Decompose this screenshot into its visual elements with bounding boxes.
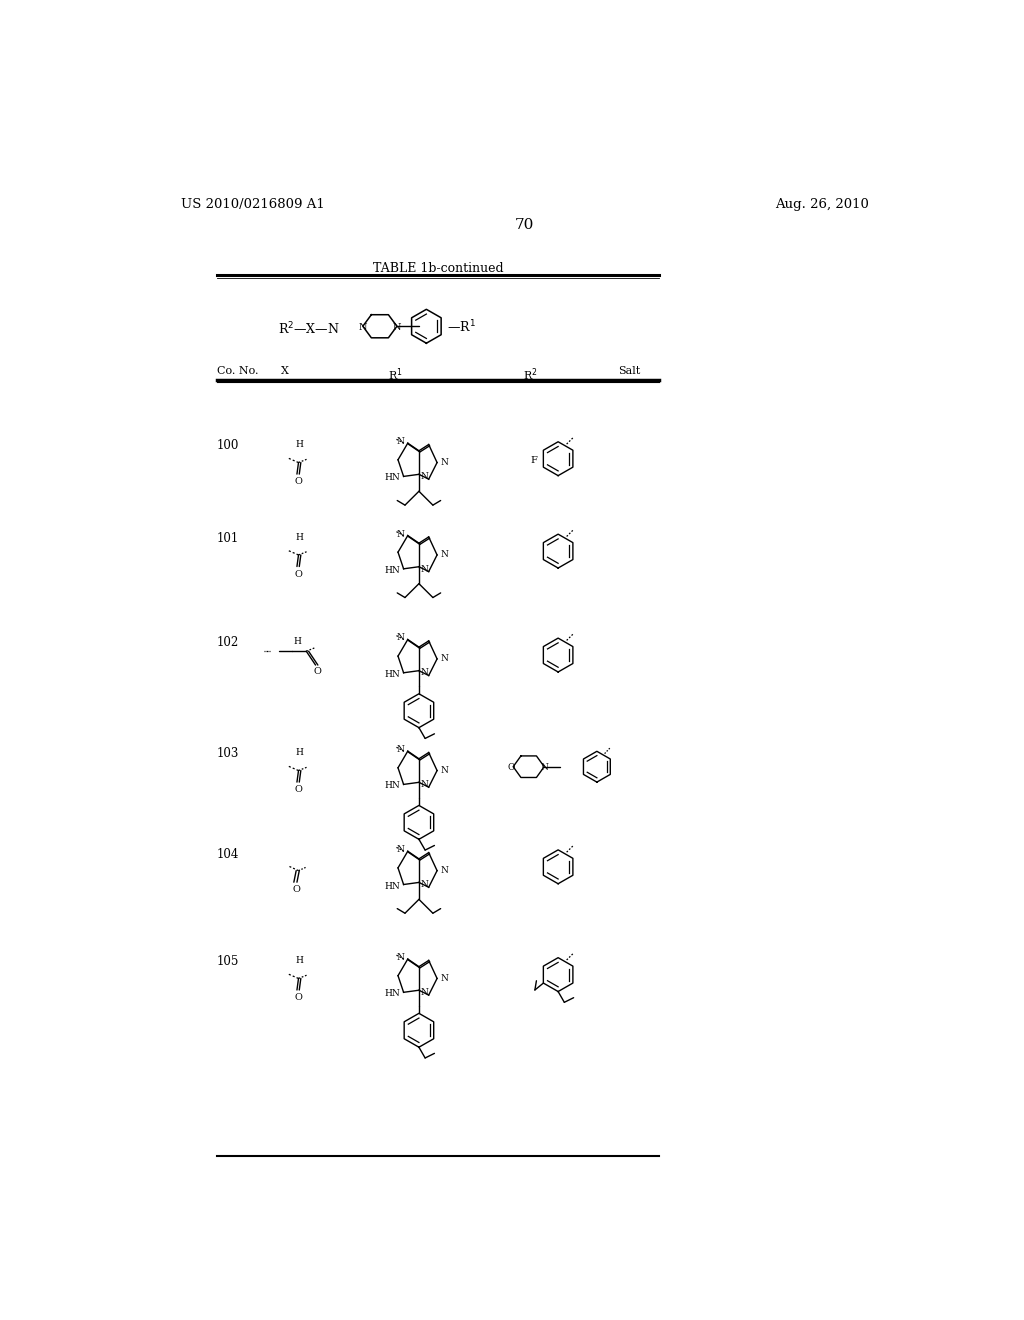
Text: TABLE 1b-continued: TABLE 1b-continued (373, 263, 504, 276)
Text: N: N (440, 866, 449, 875)
Text: N: N (440, 550, 449, 560)
Text: N: N (396, 529, 403, 539)
Text: N: N (396, 845, 403, 854)
Text: N: N (396, 634, 403, 643)
Text: N: N (421, 780, 428, 789)
Text: N: N (421, 989, 428, 997)
Text: F: F (530, 455, 538, 465)
Text: N: N (440, 766, 449, 775)
Text: N: N (421, 668, 428, 677)
Text: R$^2$—X—N: R$^2$—X—N (278, 321, 339, 338)
Text: Aug. 26, 2010: Aug. 26, 2010 (775, 198, 869, 211)
Text: O: O (292, 886, 300, 895)
Text: N: N (440, 655, 449, 664)
Text: HN: HN (385, 669, 400, 678)
Text: O: O (508, 763, 515, 772)
Text: N: N (421, 473, 428, 482)
Text: H: H (295, 956, 303, 965)
Text: 104: 104 (217, 847, 240, 861)
Text: US 2010/0216809 A1: US 2010/0216809 A1 (180, 198, 325, 211)
Text: 103: 103 (217, 747, 240, 760)
Text: N: N (541, 763, 548, 772)
Text: 102: 102 (217, 636, 240, 649)
Text: N: N (392, 322, 401, 331)
Text: HN: HN (385, 781, 400, 791)
Text: N: N (440, 458, 449, 467)
Text: O: O (295, 570, 302, 578)
Text: HN: HN (385, 882, 400, 891)
Text: H: H (295, 533, 303, 541)
Text: 100: 100 (217, 440, 240, 453)
Text: 70: 70 (515, 218, 535, 232)
Text: O: O (295, 478, 302, 486)
Text: Salt: Salt (618, 367, 641, 376)
Text: HN: HN (385, 474, 400, 482)
Text: N: N (440, 974, 449, 983)
Text: H: H (295, 441, 303, 449)
Text: N: N (396, 744, 403, 754)
Text: R$^2$: R$^2$ (523, 367, 538, 383)
Text: HN: HN (385, 566, 400, 574)
Text: 105: 105 (217, 956, 240, 969)
Text: H: H (295, 748, 303, 758)
Text: R$^1$: R$^1$ (388, 367, 402, 383)
Text: N: N (358, 322, 367, 331)
Text: —R$^1$: —R$^1$ (447, 318, 476, 335)
Text: O: O (295, 785, 302, 795)
Text: 101: 101 (217, 532, 240, 545)
Text: N: N (421, 880, 428, 890)
Text: N: N (396, 953, 403, 962)
Text: N: N (396, 437, 403, 446)
Text: O: O (295, 993, 302, 1002)
Text: HN: HN (385, 990, 400, 998)
Text: H: H (293, 638, 301, 647)
Text: N: N (421, 565, 428, 574)
Text: O: O (313, 668, 322, 676)
Text: X: X (281, 367, 289, 376)
Text: Co. No.: Co. No. (217, 367, 259, 376)
